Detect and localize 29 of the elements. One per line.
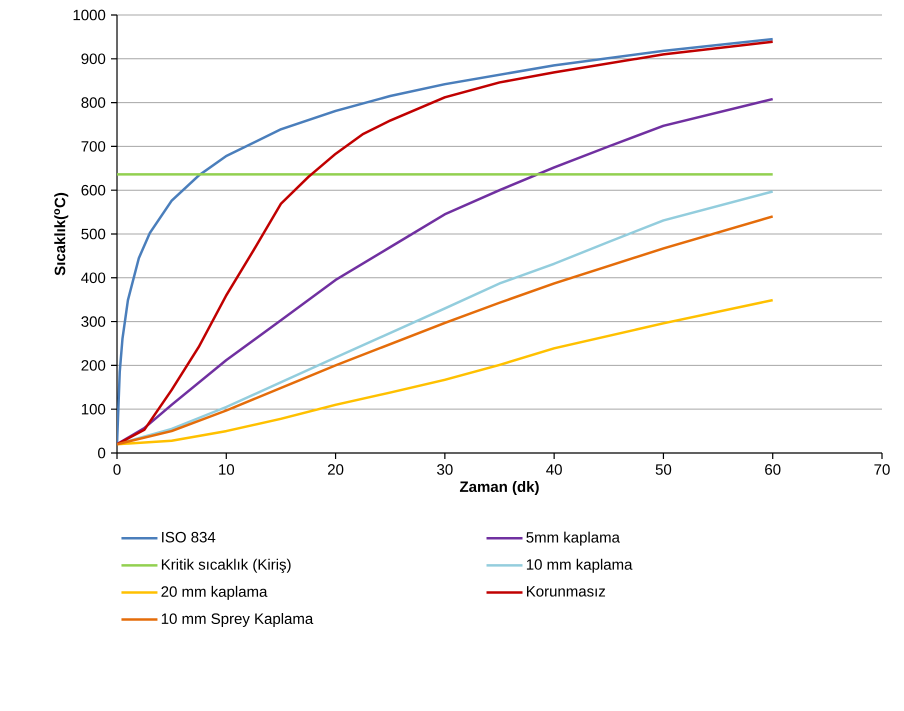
legend-label: Korunmasız <box>526 586 606 597</box>
y-tick-label: 800 <box>81 97 106 108</box>
y-tick-label: 300 <box>81 316 106 327</box>
y-tick-label: 600 <box>82 184 106 196</box>
y-tick-label: 0 <box>98 448 106 458</box>
y-tick-label: 500 <box>81 228 106 240</box>
legend-label: 10 mm kaplama <box>526 558 632 573</box>
y-tick-label: 200 <box>82 360 106 371</box>
line-series <box>117 298 774 446</box>
legend-label: 10 mm Sprey Kaplama <box>162 613 314 627</box>
legend-label: 20 mm kaplama <box>161 586 268 600</box>
y-tick-label: 1000 <box>74 10 106 20</box>
x-tick-label: 40 <box>546 464 562 475</box>
legend-label: ISO 834 <box>162 532 216 542</box>
y-tick-label: 100 <box>82 404 106 414</box>
x-tick-label: 20 <box>328 464 344 475</box>
legend-label: 5mm kaplama <box>526 532 620 546</box>
x-tick-label: 10 <box>219 464 234 475</box>
legend-label: Kritik sıcaklık (Kiriş) <box>162 558 291 573</box>
y-tick-label: 900 <box>81 53 106 64</box>
y-tick-label: 700 <box>82 141 106 152</box>
x-tick-label: 50 <box>656 464 672 475</box>
x-tick-label: 0 <box>113 464 121 475</box>
y-tick-label: 400 <box>81 272 106 284</box>
x-tick-label: 30 <box>437 464 453 475</box>
x-tick-label: 70 <box>874 464 890 475</box>
x-axis-title: Zaman (dk) <box>460 481 539 495</box>
y-axis-title: Sıcaklık($^{o}$C) <box>54 192 68 276</box>
x-tick-label: 60 <box>765 464 780 475</box>
